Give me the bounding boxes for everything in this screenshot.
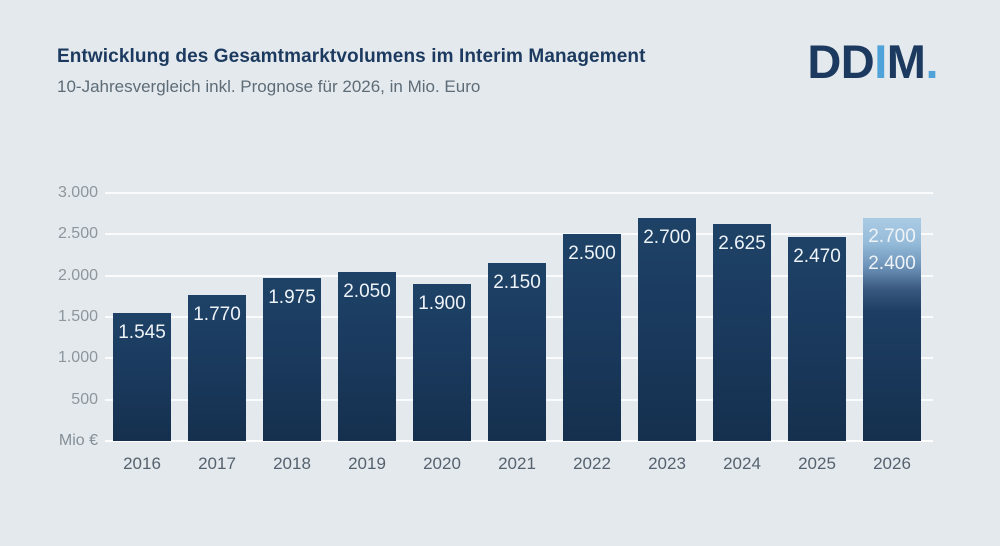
bar-2021: 2.150	[488, 263, 546, 441]
bar-value-label-2024: 2.625	[718, 233, 766, 254]
bar-2024: 2.625	[713, 224, 771, 441]
bar-value-label-2021: 2.150	[493, 272, 541, 294]
x-tick-label-2021: 2021	[498, 454, 536, 473]
logo-part-dd: DD	[807, 35, 875, 88]
bar-value-label-2020: 1.900	[418, 292, 466, 314]
page-subtitle: 10-Jahresvergleich inkl. Prognose für 20…	[57, 77, 481, 96]
y-tick-label-2.500: 2.500	[57, 225, 98, 243]
logo-part-dot: .	[925, 35, 938, 88]
logo-part-i: I	[874, 35, 887, 88]
x-tick-label-2016: 2016	[123, 454, 161, 473]
forecast-bar-2026: 2.700 2.400	[863, 217, 921, 441]
forecast-value-labels: 2.700 2.400	[863, 223, 921, 277]
bar-value-label-2016: 1.545	[118, 322, 166, 344]
bar-2018: 1.975	[263, 277, 321, 441]
x-tick-label-2025: 2025	[798, 454, 836, 473]
y-axis-unit-label: Mio €	[58, 432, 98, 449]
x-tick-label-2019: 2019	[348, 454, 386, 473]
x-tick-label-2020: 2020	[423, 454, 461, 473]
x-tick-label-2023: 2023	[648, 454, 686, 473]
y-tick-label-2.000: 2.000	[57, 266, 98, 284]
bar-2017: 1.770	[188, 294, 246, 441]
bar-2022: 2.500	[563, 234, 621, 441]
bar-value-label-2019: 2.050	[343, 280, 391, 302]
bar-2019: 2.050	[338, 271, 396, 441]
x-tick-label-2018: 2018	[273, 454, 311, 473]
gridline-3.000	[105, 192, 933, 194]
y-tick-label-3.000: 3.000	[57, 184, 98, 201]
bar-2016: 1.545	[113, 313, 171, 441]
bar-value-label-2017: 1.770	[193, 303, 241, 325]
x-tick-label-2024: 2024	[723, 454, 761, 473]
x-tick-label-2026: 2026	[873, 454, 911, 473]
forecast-lower-label: 2.400	[868, 252, 916, 274]
page-title: Entwicklung des Gesamtmarktvolumens im I…	[57, 46, 646, 67]
x-tick-label-2022: 2022	[573, 454, 611, 473]
forecast-upper-label: 2.700	[868, 225, 916, 247]
bar-value-label-2023: 2.700	[643, 226, 691, 248]
ddim-logo: DDIM.	[807, 38, 938, 85]
bar-2025: 2.470	[788, 236, 846, 441]
baseline	[105, 440, 933, 442]
y-tick-label-500: 500	[71, 390, 98, 408]
bar-value-label-2018: 1.975	[268, 286, 316, 308]
x-tick-label-2017: 2017	[198, 454, 236, 473]
logo-part-m: M	[886, 35, 926, 88]
bar-value-label-2025: 2.470	[793, 245, 841, 267]
y-tick-label-1.500: 1.500	[57, 308, 98, 325]
bar-2020: 1.900	[413, 283, 471, 441]
y-tick-label-1.000: 1.000	[57, 349, 98, 367]
bar-value-label-2022: 2.500	[568, 243, 616, 265]
bar-2023: 2.700	[638, 217, 696, 441]
gridline-2.500	[105, 233, 933, 236]
